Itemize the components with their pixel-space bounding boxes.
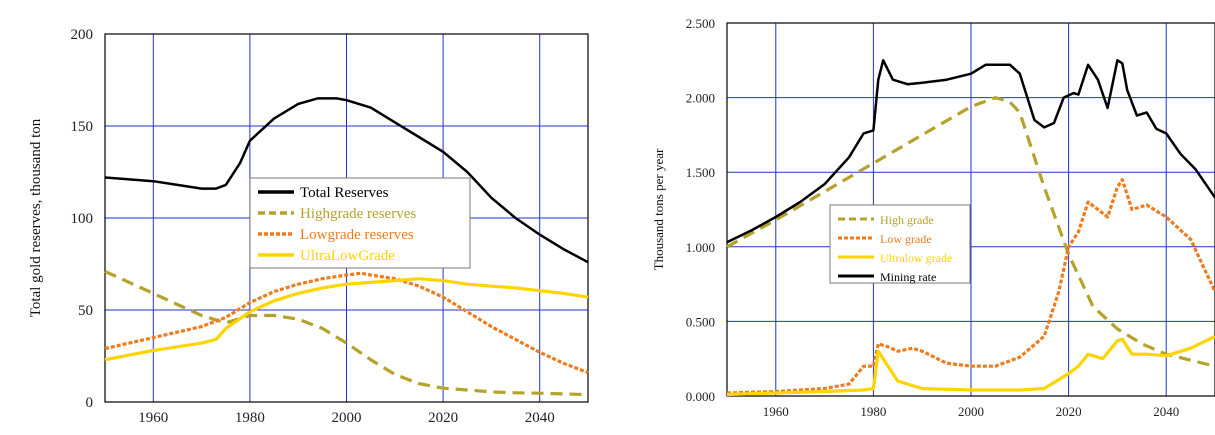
y-tick-label: 150 xyxy=(71,119,94,135)
chart-mining-rate: 1960 1980 2000 2020 2040 0.000 0.500 1.000 1.500… xyxy=(651,16,1215,419)
y-tick-label: 2.000 xyxy=(686,91,715,106)
series-line-lowgrade-reserves xyxy=(104,271,589,375)
legend-label: Highgrade reserves xyxy=(300,206,416,222)
x-axis: 1960 1980 2000 2020 2040 xyxy=(138,410,554,426)
plot-frame xyxy=(104,33,589,403)
legend: High grade Low grade Ultralow grade Mining … xyxy=(829,204,971,284)
legend-label: Ultralow grade xyxy=(880,251,952,265)
legend-label: UltraLowGrade xyxy=(300,248,395,264)
x-tick-label: 2000 xyxy=(332,410,362,426)
x-tick-label: 2020 xyxy=(428,410,458,426)
plot-frame xyxy=(726,22,1215,397)
series-line-ultralowgrade xyxy=(104,277,589,362)
series-line-mining-rate xyxy=(726,59,1215,244)
legend: Total Reserves Highgrade reserves Lowgrade… xyxy=(249,177,471,269)
y-tick-label: 0.500 xyxy=(686,314,715,329)
y-tick-label: 1.500 xyxy=(686,165,715,180)
legend-label: Mining rate xyxy=(880,270,936,284)
legend-label: High grade xyxy=(880,213,934,227)
x-tick-label: 2020 xyxy=(1056,404,1082,419)
y-tick-label: 2.500 xyxy=(686,16,715,31)
x-tick-label: 1960 xyxy=(138,410,168,426)
legend-label: Total Reserves xyxy=(300,185,389,201)
legend-label: Low grade xyxy=(880,232,932,246)
y-axis-label: Total gold reserves, thousand ton xyxy=(28,118,44,317)
y-axis: 0.000 0.500 1.000 1.500 2.000 2.500 xyxy=(686,16,715,404)
y-axis-label: Thousand tons per year xyxy=(651,148,666,270)
legend-box xyxy=(249,177,471,269)
chart-total-gold-reserves: 1960 1980 2000 2020 2040 0 50 100 150 200 Total go… xyxy=(28,27,589,426)
y-tick-label: 0.000 xyxy=(686,389,715,404)
y-tick-label: 50 xyxy=(78,303,93,319)
y-tick-label: 0 xyxy=(86,395,94,411)
x-tick-label: 1980 xyxy=(235,410,265,426)
series-line-ultralow-grade xyxy=(726,334,1215,397)
legend-label: Lowgrade reserves xyxy=(300,227,414,243)
x-tick-label: 1980 xyxy=(860,404,886,419)
y-axis: 0 50 100 150 200 xyxy=(71,27,94,411)
y-tick-label: 200 xyxy=(71,27,94,43)
grid xyxy=(727,22,1215,397)
x-tick-label: 1960 xyxy=(763,404,789,419)
series-group xyxy=(726,59,1215,397)
x-tick-label: 2000 xyxy=(958,404,984,419)
y-tick-label: 100 xyxy=(71,211,94,227)
series-line-total-reserves xyxy=(104,97,589,264)
x-axis: 1960 1980 2000 2020 2040 xyxy=(763,404,1179,419)
x-tick-label: 2040 xyxy=(525,410,555,426)
series-line-low-grade xyxy=(726,178,1215,395)
series-line-high-grade xyxy=(726,95,1215,368)
y-tick-label: 1.000 xyxy=(686,240,715,255)
series-group xyxy=(104,97,589,397)
x-tick-label: 2040 xyxy=(1153,404,1179,419)
